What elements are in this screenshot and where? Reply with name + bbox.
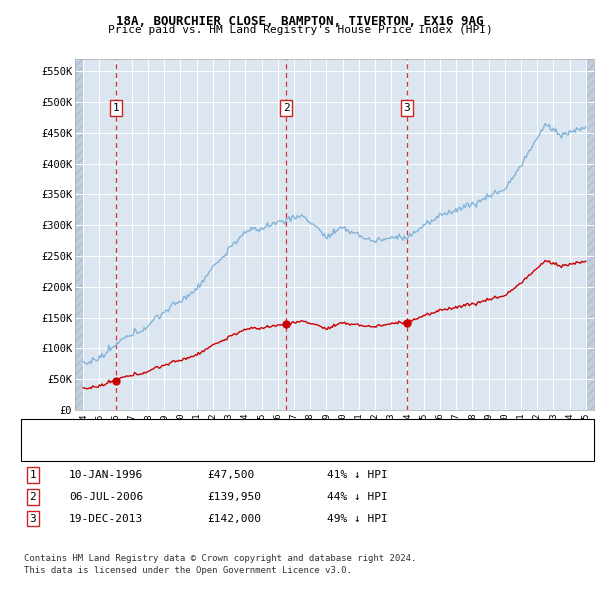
Text: £142,000: £142,000 xyxy=(207,514,261,523)
Text: Contains HM Land Registry data © Crown copyright and database right 2024.: Contains HM Land Registry data © Crown c… xyxy=(24,554,416,563)
Text: HPI: Average price, detached house, Mid Devon: HPI: Average price, detached house, Mid … xyxy=(75,444,340,454)
Bar xyxy=(586,59,594,410)
Text: £139,950: £139,950 xyxy=(207,492,261,502)
Bar xyxy=(75,59,83,410)
Text: 18A, BOURCHIER CLOSE, BAMPTON, TIVERTON, EX16 9AG: 18A, BOURCHIER CLOSE, BAMPTON, TIVERTON,… xyxy=(116,15,484,28)
Text: 3: 3 xyxy=(404,103,410,113)
Text: 49% ↓ HPI: 49% ↓ HPI xyxy=(327,514,388,523)
Text: 2: 2 xyxy=(283,103,289,113)
Text: 19-DEC-2013: 19-DEC-2013 xyxy=(69,514,143,523)
Text: 06-JUL-2006: 06-JUL-2006 xyxy=(69,492,143,502)
Text: 3: 3 xyxy=(29,514,37,523)
Text: 44% ↓ HPI: 44% ↓ HPI xyxy=(327,492,388,502)
Text: 18A, BOURCHIER CLOSE, BAMPTON, TIVERTON, EX16 9AG (detached house): 18A, BOURCHIER CLOSE, BAMPTON, TIVERTON,… xyxy=(75,426,463,436)
Text: £47,500: £47,500 xyxy=(207,470,254,480)
Text: 10-JAN-1996: 10-JAN-1996 xyxy=(69,470,143,480)
Text: 2: 2 xyxy=(29,492,37,502)
Text: Price paid vs. HM Land Registry's House Price Index (HPI): Price paid vs. HM Land Registry's House … xyxy=(107,25,493,35)
Text: 1: 1 xyxy=(29,470,37,480)
Text: 1: 1 xyxy=(113,103,119,113)
Text: 41% ↓ HPI: 41% ↓ HPI xyxy=(327,470,388,480)
Text: This data is licensed under the Open Government Licence v3.0.: This data is licensed under the Open Gov… xyxy=(24,566,352,575)
